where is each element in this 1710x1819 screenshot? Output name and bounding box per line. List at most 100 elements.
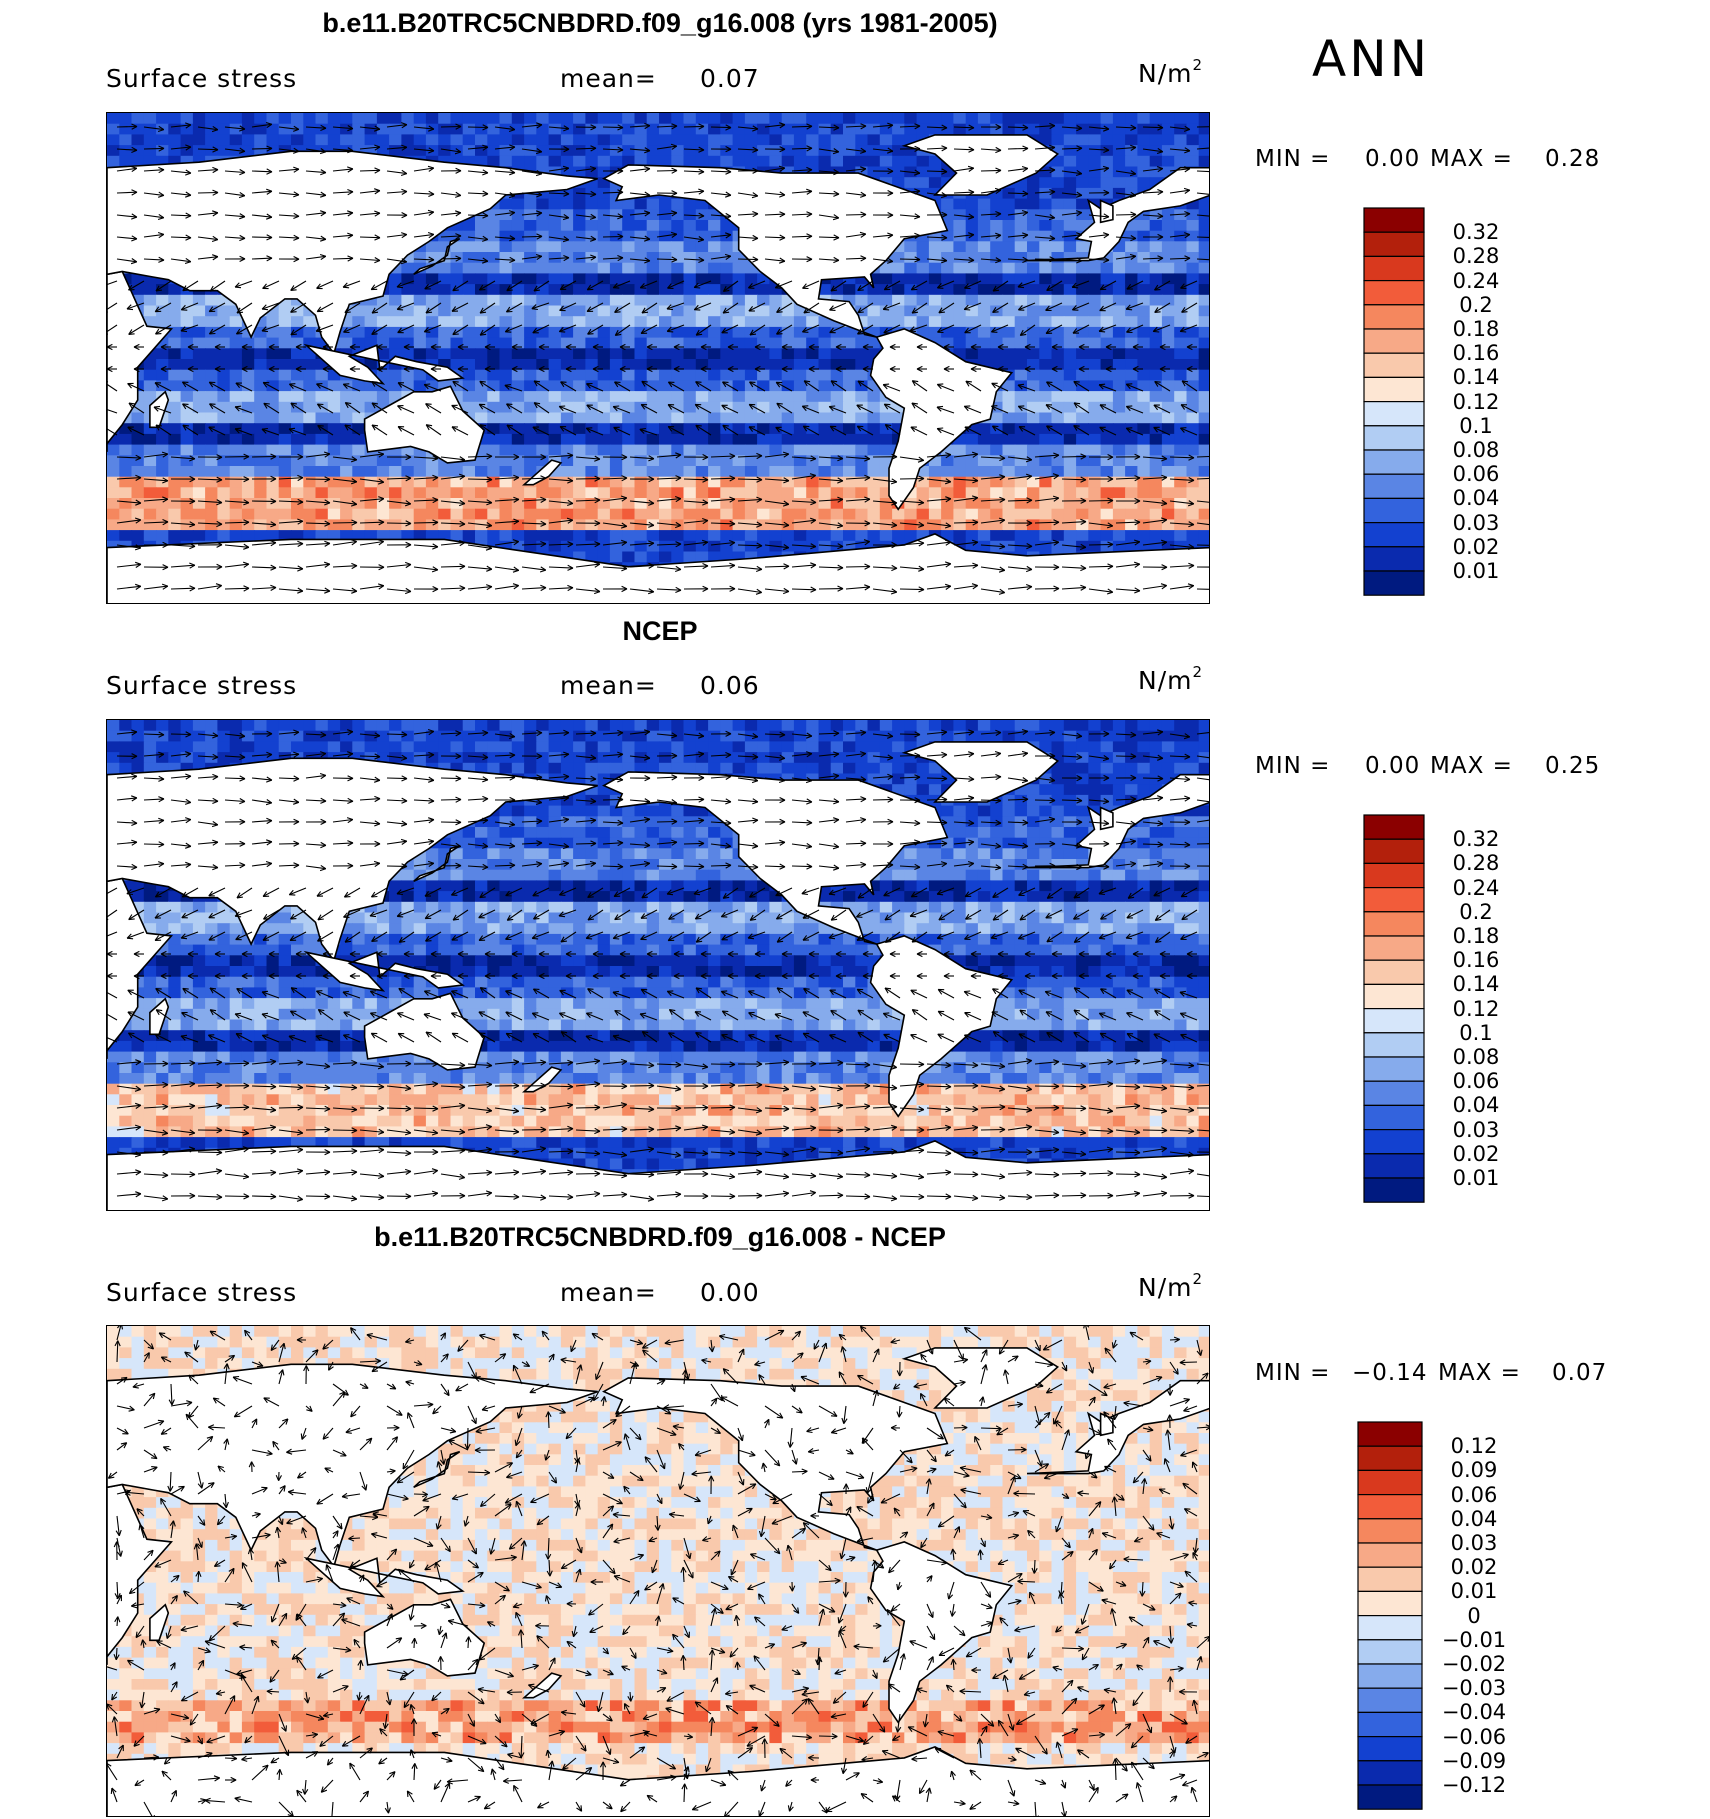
- panel3-max-label: MAX =: [1438, 1360, 1521, 1386]
- colorbar-swatch: [1357, 1663, 1423, 1689]
- colorbar-tick-label: 0.28: [1431, 244, 1521, 268]
- land-africa: [107, 1483, 174, 1665]
- colorbar-swatch: [1357, 1687, 1423, 1714]
- colorbar-svg: [1363, 814, 1425, 1203]
- land-madagascar: [149, 1603, 170, 1642]
- panel2-map: [106, 719, 1210, 1211]
- land-africa: [107, 877, 174, 1059]
- colorbar-swatch: [1363, 1080, 1425, 1107]
- panel3-max-value: 0.07: [1552, 1360, 1607, 1386]
- colorbar-swatch: [1357, 1760, 1423, 1786]
- colorbar-tick-label: 0.02: [1431, 535, 1521, 559]
- colorbar-swatch: [1363, 1104, 1425, 1131]
- colorbar-swatch: [1363, 1008, 1425, 1034]
- colorbar-tick-label: 0.12: [1431, 997, 1521, 1021]
- colorbar-tick-label: 0.16: [1431, 341, 1521, 365]
- panel1-min-value: 0.00: [1365, 146, 1420, 172]
- colorbar-swatch: [1363, 449, 1425, 475]
- colorbar-swatch: [1357, 1566, 1423, 1592]
- colorbar-tick-label: 0.32: [1431, 827, 1521, 851]
- panel1-max-label: MAX =: [1430, 146, 1513, 172]
- colorbar-swatch: [1363, 983, 1425, 1010]
- panel1-mean-label: mean=: [560, 64, 657, 93]
- colorbar-swatch: [1363, 279, 1425, 306]
- colorbar-tick-label: 0.06: [1429, 1483, 1519, 1507]
- colorbar-swatch: [1363, 497, 1425, 524]
- map-svg: [107, 1326, 1209, 1816]
- colorbar-swatch: [1363, 959, 1425, 985]
- colorbar-swatch: [1357, 1445, 1423, 1472]
- panel2-min-value: 0.00: [1365, 753, 1420, 779]
- colorbar-tick-label: −0.06: [1429, 1725, 1519, 1749]
- colorbar-tick-label: 0.12: [1431, 390, 1521, 414]
- colorbar-tick-label: −0.12: [1429, 1773, 1519, 1797]
- colorbar-tick-label: 0.01: [1431, 559, 1521, 583]
- panel3-mean-value: 0.00: [700, 1278, 760, 1307]
- panel3-min-label: MIN =: [1255, 1360, 1330, 1386]
- colorbar-swatch: [1363, 255, 1425, 282]
- colorbar-tick-label: 0.03: [1429, 1531, 1519, 1555]
- land-samerica: [869, 1541, 1014, 1724]
- colorbar-tick-label: 0.2: [1431, 900, 1521, 924]
- colorbar-swatch: [1363, 376, 1425, 403]
- colorbar-swatch: [1363, 425, 1425, 451]
- colorbar-tick-label: −0.09: [1429, 1749, 1519, 1773]
- colorbar-swatch: [1363, 886, 1425, 913]
- colorbar-tick-label: 0.03: [1431, 1118, 1521, 1142]
- stress-vectors: [107, 1326, 1209, 1816]
- land-eurasia: [107, 1363, 598, 1569]
- colorbar-tick-label: −0.01: [1429, 1628, 1519, 1652]
- panel1-variable: Surface stress: [106, 64, 297, 93]
- panel1-units: N/m2: [1138, 56, 1203, 88]
- colorbar-swatch: [1357, 1615, 1423, 1641]
- land-japan: [413, 1450, 461, 1489]
- colorbar-swatch: [1363, 231, 1425, 258]
- colorbar-swatch: [1363, 304, 1425, 330]
- colorbar-swatch: [1363, 328, 1425, 354]
- season-label: ANN: [1312, 30, 1430, 88]
- colorbar-tick-label: 0.08: [1431, 1045, 1521, 1069]
- panel1-max-value: 0.28: [1545, 146, 1600, 172]
- land-europe: [1026, 1379, 1209, 1475]
- panel2-variable: Surface stress: [106, 671, 297, 700]
- colorbar-swatch: [1363, 814, 1425, 840]
- colorbar-tick-label: −0.03: [1429, 1676, 1519, 1700]
- colorbar-tick-label: 0.18: [1431, 317, 1521, 341]
- land-europe: [1026, 166, 1209, 262]
- colorbar-tick-label: 0.2: [1431, 293, 1521, 317]
- panel1-min-label: MIN =: [1255, 146, 1330, 172]
- colorbar-swatch: [1363, 352, 1425, 378]
- colorbar-swatch: [1363, 570, 1425, 596]
- panel1-title: b.e11.B20TRC5CNBDRD.f09_g16.008 (yrs 198…: [0, 8, 1320, 39]
- colorbar-tick-label: 0.18: [1431, 924, 1521, 948]
- colorbar-swatch: [1357, 1784, 1423, 1810]
- stress-vectors: [107, 728, 1209, 1202]
- land-antarctica: [107, 1746, 1209, 1816]
- map-svg: [107, 720, 1209, 1210]
- colorbar-tick-label: 0.04: [1429, 1507, 1519, 1531]
- panel2-mean-label: mean=: [560, 671, 657, 700]
- colorbar-swatch: [1357, 1421, 1423, 1447]
- colorbar-swatch: [1357, 1469, 1423, 1496]
- colorbar-tick-label: 0.04: [1431, 1093, 1521, 1117]
- colorbar-swatch: [1363, 1177, 1425, 1203]
- colorbar-tick-label: 0.24: [1431, 876, 1521, 900]
- land-samerica: [869, 935, 1014, 1118]
- land-samerica: [869, 328, 1014, 511]
- stress-vectors: [107, 121, 1209, 595]
- colorbar-swatch: [1363, 522, 1425, 548]
- colorbar-tick-label: 0.1: [1431, 1021, 1521, 1045]
- land-namerica: [602, 164, 949, 338]
- land-namerica: [602, 771, 949, 945]
- colorbar-swatch: [1363, 473, 1425, 500]
- panel3-min-value: −0.14: [1352, 1360, 1427, 1386]
- colorbar-tick-label: 0.02: [1429, 1555, 1519, 1579]
- colorbar-swatch: [1357, 1639, 1423, 1665]
- colorbar-swatch: [1363, 838, 1425, 865]
- map-svg: [107, 113, 1209, 603]
- colorbar-swatch: [1363, 546, 1425, 572]
- colorbar-tick-label: 0.01: [1431, 1166, 1521, 1190]
- colorbar-swatch: [1363, 1153, 1425, 1179]
- panel2-units: N/m2: [1138, 663, 1203, 695]
- colorbar-tick-label: 0.03: [1431, 511, 1521, 535]
